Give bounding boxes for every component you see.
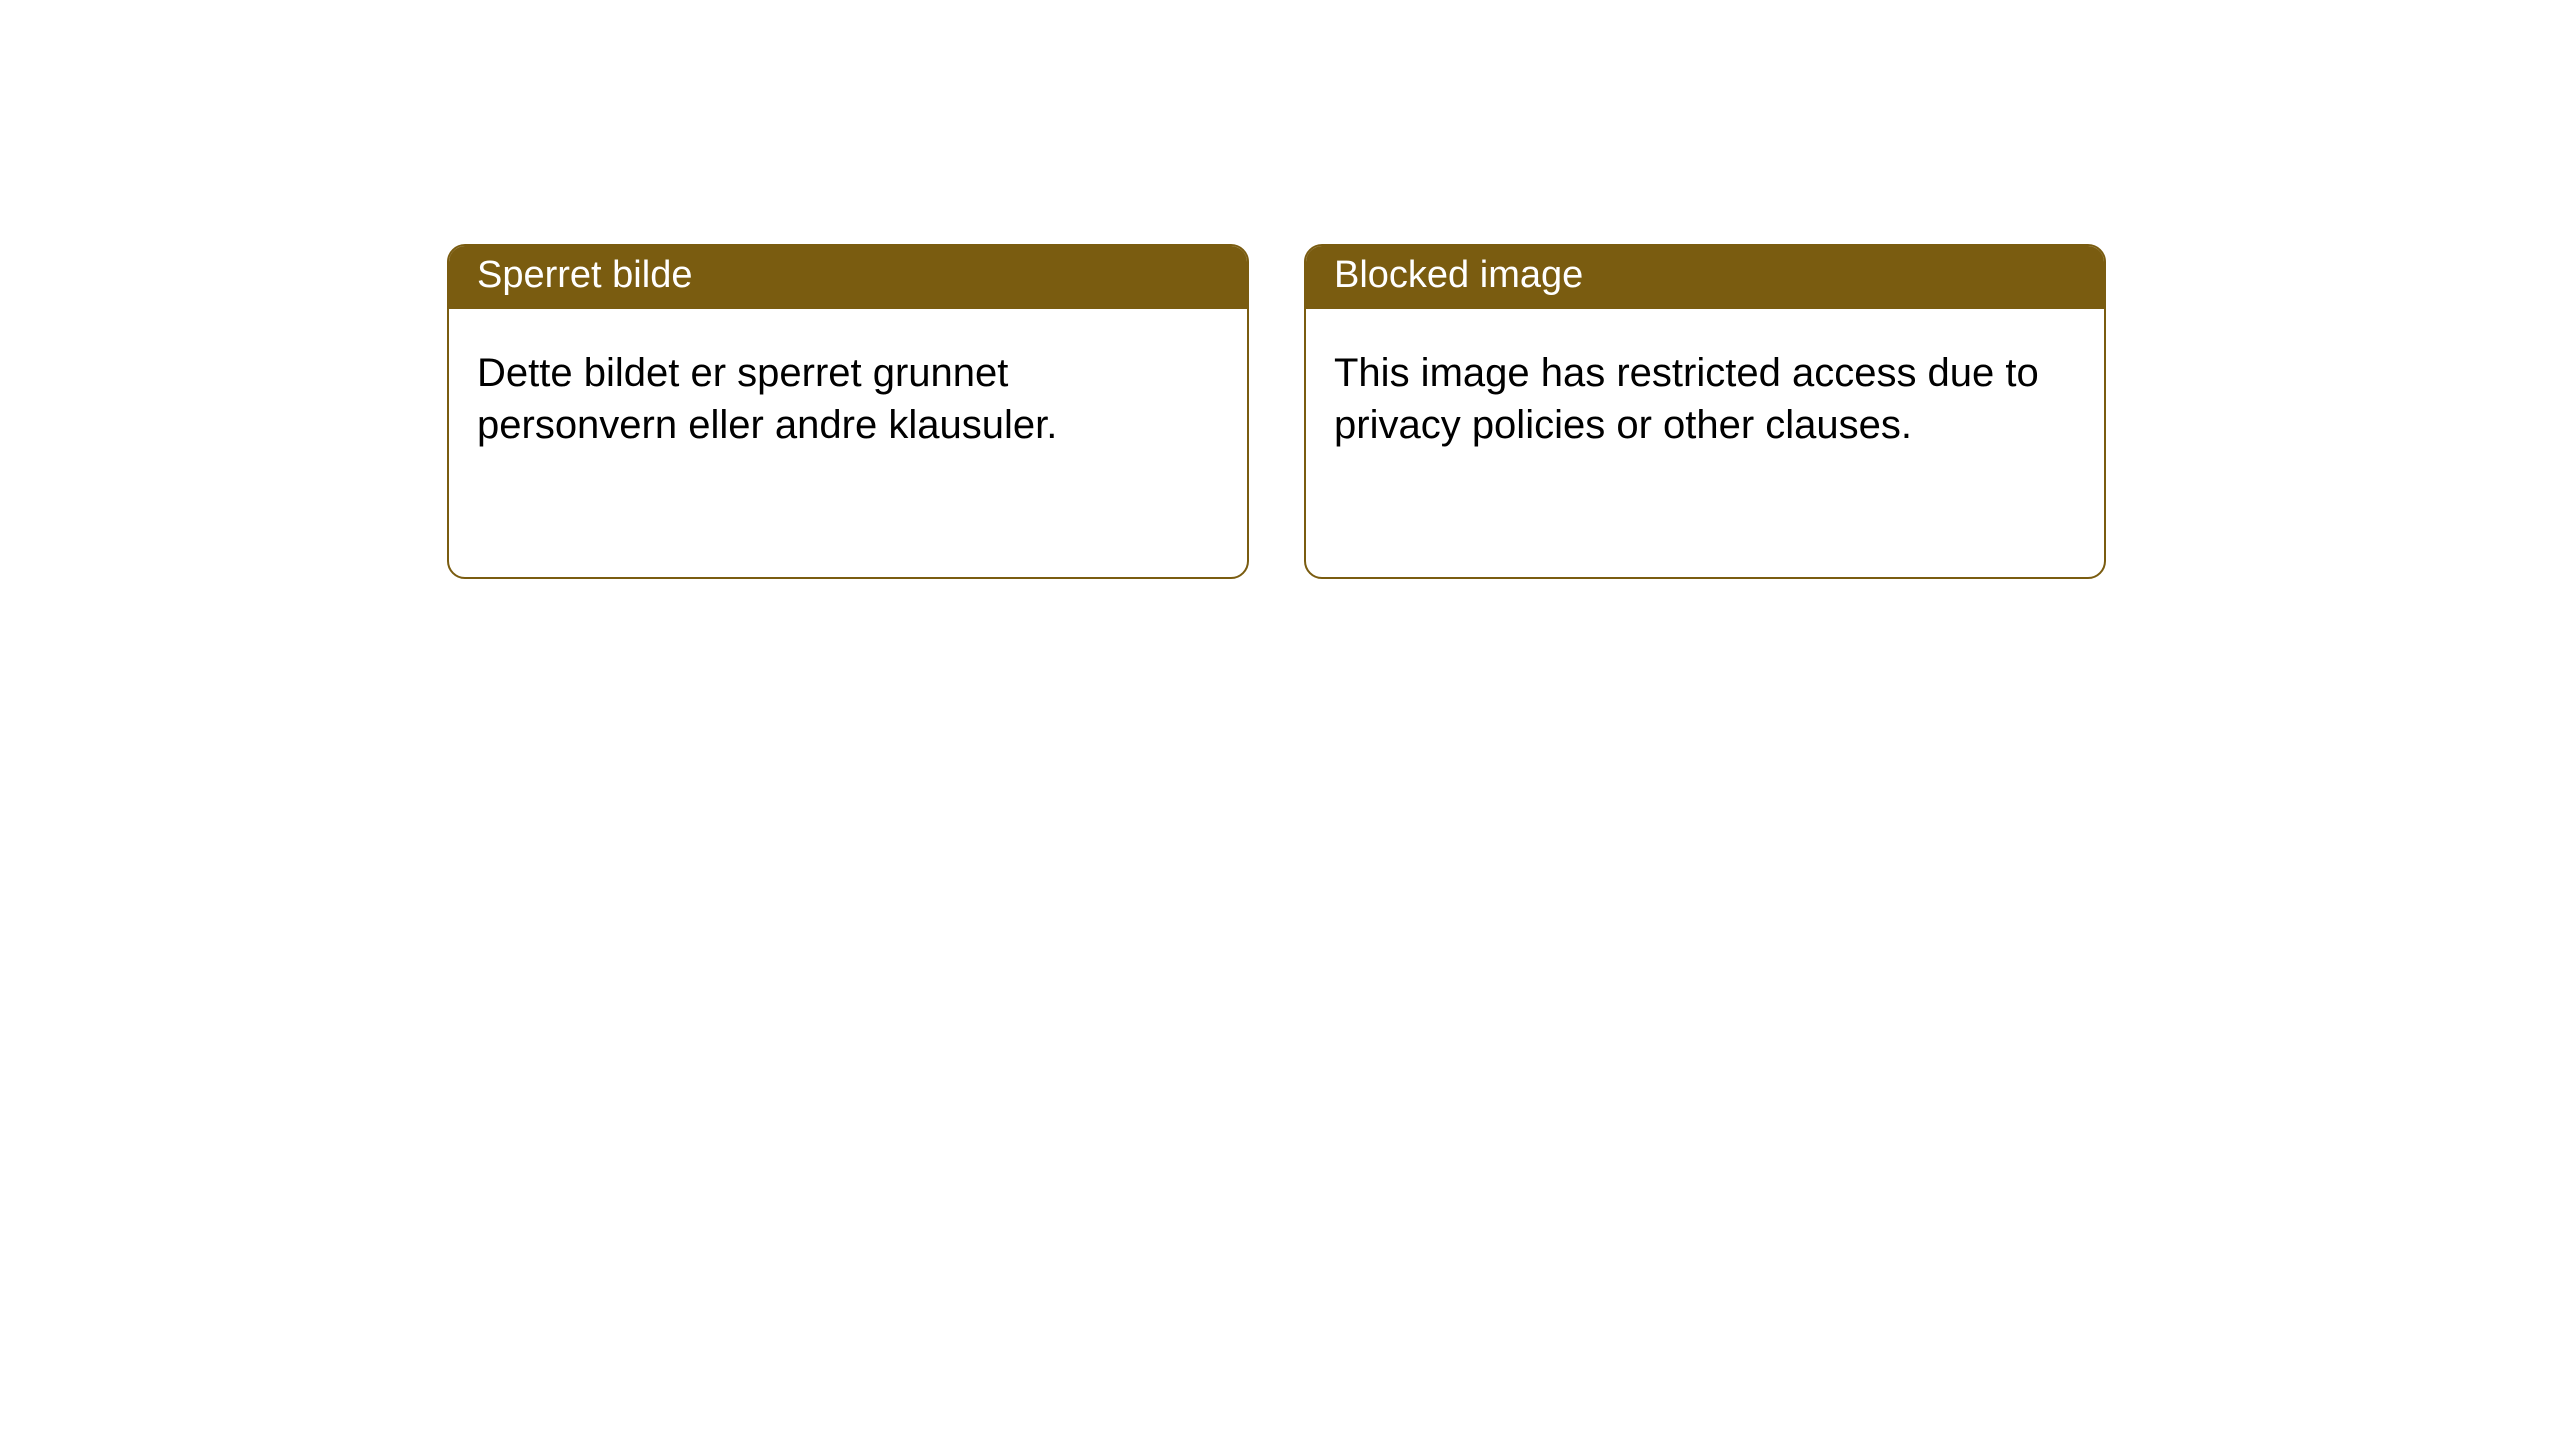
notice-title-norwegian: Sperret bilde — [449, 246, 1247, 309]
notice-card-english: Blocked image This image has restricted … — [1304, 244, 2106, 579]
notice-body-english: This image has restricted access due to … — [1306, 309, 2104, 479]
notice-container: Sperret bilde Dette bildet er sperret gr… — [0, 0, 2560, 579]
notice-body-norwegian: Dette bildet er sperret grunnet personve… — [449, 309, 1247, 479]
notice-title-english: Blocked image — [1306, 246, 2104, 309]
notice-card-norwegian: Sperret bilde Dette bildet er sperret gr… — [447, 244, 1249, 579]
